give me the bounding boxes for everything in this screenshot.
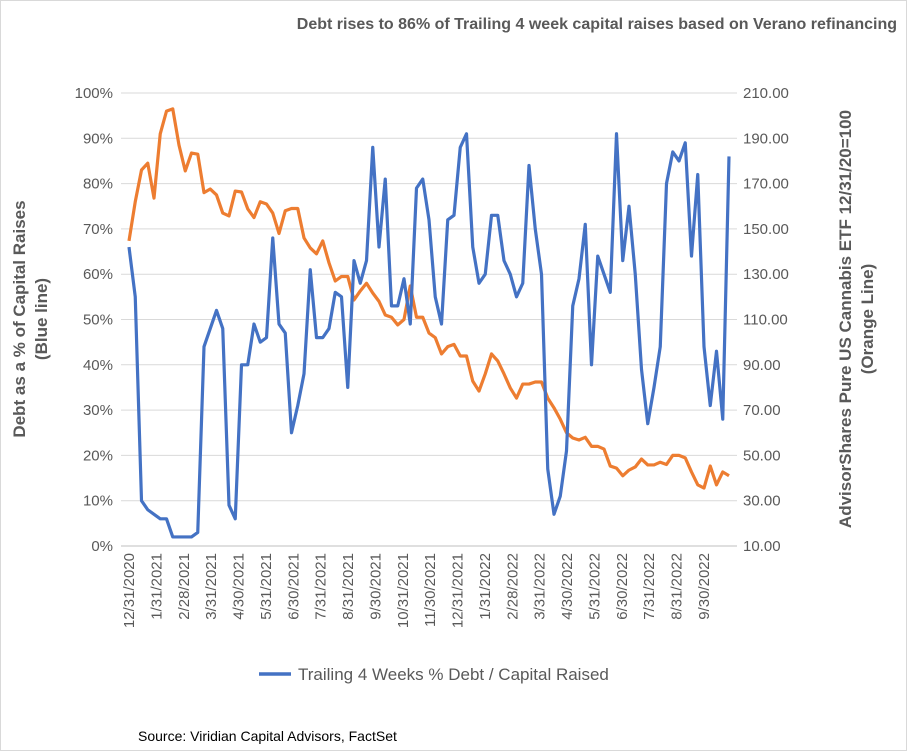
x-tick-label: 9/30/2021 — [367, 553, 384, 620]
x-tick-label: 5/31/2022 — [586, 553, 603, 620]
left-axis-title: Debt as a % of Capital Raises (Blue line… — [10, 200, 51, 437]
x-tick-label: 2/28/2021 — [176, 553, 193, 620]
left-axis-title-line1: Debt as a % of Capital Raises — [10, 200, 29, 437]
x-tick-label: 7/31/2022 — [641, 553, 658, 620]
x-tick-label: 4/30/2021 — [231, 553, 248, 620]
left-tick-label: 20% — [83, 447, 113, 464]
left-tick-label: 50% — [83, 312, 113, 329]
x-tick-label: 4/30/2022 — [559, 553, 576, 620]
right-tick-label: 210.00 — [743, 85, 789, 102]
gridlines — [121, 92, 737, 547]
left-tick-label: 70% — [83, 221, 113, 238]
x-tick-label: 9/30/2022 — [696, 553, 713, 620]
x-tick-label: 3/31/2021 — [203, 553, 220, 620]
left-tick-label: 30% — [83, 402, 113, 419]
left-tick-label: 40% — [83, 357, 113, 374]
x-tick-label: 5/31/2021 — [258, 553, 275, 620]
series-lines — [127, 107, 731, 539]
source-note: Source: Viridian Capital Advisors, FactS… — [138, 728, 397, 744]
x-tick-label: 12/31/2020 — [121, 553, 138, 628]
left-tick-label: 10% — [83, 493, 113, 510]
left-tick-label: 100% — [75, 85, 113, 102]
right-tick-label: 10.00 — [743, 538, 781, 555]
right-axis-title-line1: AdvisorShares Pure US Cannabis ETF 12/31… — [836, 110, 855, 528]
left-tick-label: 80% — [83, 176, 113, 193]
right-tick-label: 30.00 — [743, 493, 781, 510]
legend-label: Trailing 4 Weeks % Debt / Capital Raised — [298, 665, 609, 684]
x-tick-label: 6/30/2022 — [614, 553, 631, 620]
right-tick-label: 90.00 — [743, 357, 781, 374]
chart-title: Debt rises to 86% of Trailing 4 week cap… — [297, 16, 897, 33]
left-axis-title-line2: (Blue line) — [32, 278, 51, 360]
x-tick-label: 8/31/2021 — [340, 553, 357, 620]
x-tick-label: 1/31/2021 — [148, 553, 165, 620]
x-tick-label: 1/31/2022 — [477, 553, 494, 620]
x-tick-label: 2/28/2022 — [504, 553, 521, 620]
left-tick-label: 0% — [91, 538, 113, 555]
right-axis-title: AdvisorShares Pure US Cannabis ETF 12/31… — [836, 110, 877, 528]
right-tick-label: 190.00 — [743, 130, 789, 147]
x-tick-label: 8/31/2022 — [669, 553, 686, 620]
legend: Trailing 4 Weeks % Debt / Capital Raised — [259, 665, 609, 684]
right-axis-ticks: 10.00 30.00 50.00 70.00 90.00 110.00 130.00 150… — [743, 85, 789, 555]
right-tick-label: 50.00 — [743, 447, 781, 464]
right-axis-title-line2: (Orange Line) — [858, 264, 877, 375]
right-tick-label: 70.00 — [743, 402, 781, 419]
blue-series-line — [127, 132, 731, 539]
left-axis-ticks: 0% 10% 20% 30% 40% 50% 60% 70% 80% 90% 100% — [75, 85, 113, 555]
x-tick-label: 3/31/2022 — [532, 553, 549, 620]
right-tick-label: 150.00 — [743, 221, 789, 238]
right-tick-label: 110.00 — [743, 312, 788, 329]
left-tick-label: 90% — [83, 130, 113, 147]
x-tick-label: 11/30/2021 — [422, 553, 439, 627]
right-tick-label: 130.00 — [743, 266, 789, 283]
orange-series-line — [127, 107, 730, 490]
x-tick-label: 6/30/2021 — [285, 553, 302, 620]
x-tick-label: 7/31/2021 — [313, 553, 330, 620]
right-tick-label: 170.00 — [743, 176, 789, 193]
left-tick-label: 60% — [83, 266, 113, 283]
x-tick-label: 12/31/2021 — [450, 553, 467, 628]
x-tick-label: 10/31/2021 — [395, 553, 412, 628]
x-axis-ticks: 12/31/2020 1/31/2021 2/28/2021 3/31/2021 4/3… — [121, 553, 713, 628]
